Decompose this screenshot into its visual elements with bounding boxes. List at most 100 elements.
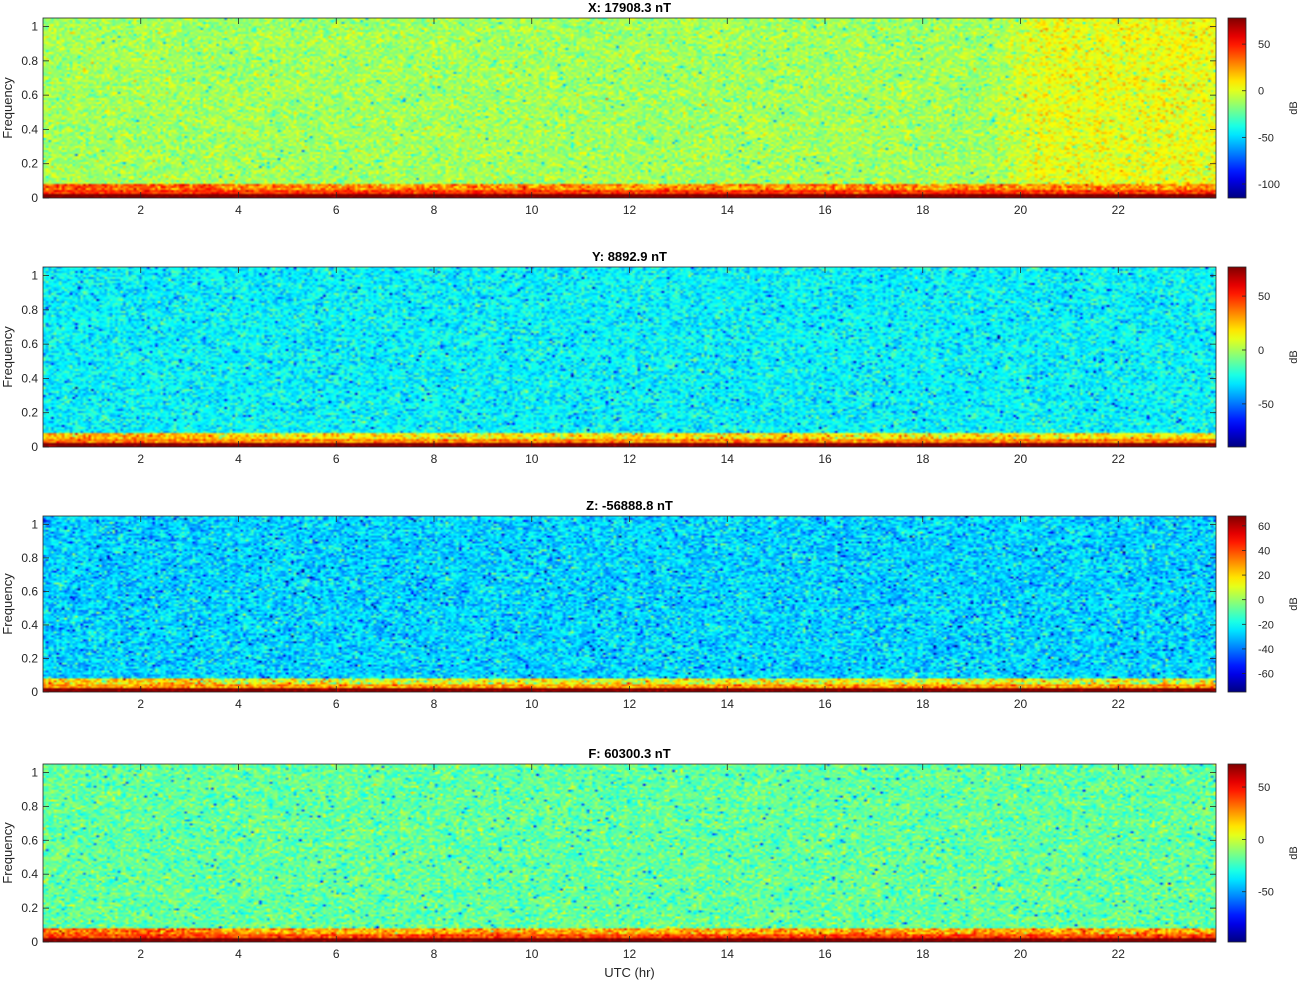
colorbar-tick-label: 50	[1258, 39, 1270, 51]
x-tick-label: 14	[721, 697, 735, 711]
colorbar-tick-label: 0	[1258, 345, 1264, 357]
x-tick-label: 6	[333, 203, 340, 217]
x-tick-label: 22	[1112, 947, 1126, 961]
x-tick-label: 12	[623, 697, 637, 711]
spectrogram-image	[43, 18, 1216, 198]
y-axis-label: Frequency	[0, 822, 15, 884]
y-tick-label: 0.2	[21, 157, 38, 171]
colorbar-tick-label: -50	[1258, 887, 1274, 899]
y-tick-label: 0.8	[21, 54, 38, 68]
y-axis-label: Frequency	[0, 326, 15, 388]
x-tick-label: 14	[721, 452, 735, 466]
x-tick-label: 6	[333, 452, 340, 466]
spectrogram-image	[43, 764, 1216, 942]
colorbar-gradient	[1227, 515, 1247, 693]
x-tick-label: 10	[525, 697, 539, 711]
subplot-4: 2 4 6 8 10 12 14 16 18 20 22 0 0.2 0.4 0.6 0.8 1 F: 60300…	[0, 746, 1300, 980]
x-tick-label: 12	[623, 203, 637, 217]
colorbar-tick-label: -60	[1258, 669, 1274, 681]
x-tick-label: 10	[525, 947, 539, 961]
subplot-3: 2 4 6 8 10 12 14 16 18 20 22 0 0.2 0.4 0.6 0.8 1 Z: -5688…	[0, 498, 1300, 711]
x-tick-label: 18	[916, 452, 930, 466]
subplot-title: F: 60300.3 nT	[588, 746, 670, 761]
x-tick-label: 14	[721, 947, 735, 961]
x-tick-label: 16	[818, 203, 832, 217]
subplot-2: 2 4 6 8 10 12 14 16 18 20 22 0 0.2 0.4 0.6 0.8 1 Y: 8892.…	[0, 249, 1300, 466]
y-tick-label: 0	[31, 191, 38, 205]
y-tick-label: 0	[31, 440, 38, 454]
spectrogram-image	[43, 267, 1216, 447]
colorbar-tick-label: -50	[1258, 132, 1274, 144]
x-tick-label: 22	[1112, 697, 1126, 711]
x-tick-label: 4	[235, 697, 242, 711]
y-tick-label: 0.8	[21, 303, 38, 317]
y-tick-label: 0.4	[21, 867, 38, 881]
y-tick-label: 0.4	[21, 122, 38, 136]
y-tick-label: 0.8	[21, 799, 38, 813]
x-tick-label: 22	[1112, 203, 1126, 217]
colorbar-tick-label: -50	[1258, 399, 1274, 411]
colorbar: -50 0 50 dB	[1227, 763, 1300, 943]
x-tick-label: 2	[137, 947, 144, 961]
x-tick-label: 6	[333, 697, 340, 711]
y-tick-label: 0.8	[21, 551, 38, 565]
x-tick-label: 10	[525, 452, 539, 466]
subplot-title: Z: -56888.8 nT	[586, 498, 673, 513]
y-axis-label: Frequency	[0, 573, 15, 635]
colorbar-tick-label: -20	[1258, 619, 1274, 631]
x-tick-label: 16	[818, 452, 832, 466]
colorbar-gradient	[1227, 17, 1247, 199]
colorbar-tick-label: -100	[1258, 179, 1280, 191]
colorbar-tick-label: -40	[1258, 644, 1274, 656]
x-tick-label: 20	[1014, 947, 1028, 961]
x-tick-label: 18	[916, 697, 930, 711]
y-tick-label: 0	[31, 685, 38, 699]
colorbar: -60 -40 -20 0 20 40 60 dB	[1227, 515, 1300, 693]
x-tick-label: 20	[1014, 452, 1028, 466]
y-tick-label: 0.6	[21, 88, 38, 102]
colorbar-label: dB	[1288, 846, 1300, 859]
colorbar-tick-label: 0	[1258, 595, 1264, 607]
colorbar-tick-label: 40	[1258, 545, 1270, 557]
x-tick-label: 2	[137, 203, 144, 217]
x-tick-label: 16	[818, 947, 832, 961]
colorbar-tick-label: 50	[1258, 291, 1270, 303]
y-tick-label: 0.2	[21, 901, 38, 915]
y-tick-label: 1	[31, 765, 38, 779]
y-tick-label: 0.6	[21, 337, 38, 351]
x-tick-label: 4	[235, 452, 242, 466]
subplot-1: 2 4 6 8 10 12 14 16 18 20 22 0 0.2 0.4 0.6 0.8 1 X: 17908…	[0, 0, 1300, 217]
subplot-title: X: 17908.3 nT	[588, 0, 671, 15]
y-tick-label: 0.6	[21, 833, 38, 847]
x-tick-label: 2	[137, 452, 144, 466]
y-tick-label: 0.4	[21, 371, 38, 385]
y-tick-label: 0	[31, 935, 38, 949]
x-tick-label: 12	[623, 947, 637, 961]
x-tick-label: 20	[1014, 697, 1028, 711]
x-tick-label: 18	[916, 203, 930, 217]
subplot-title: Y: 8892.9 nT	[592, 249, 667, 264]
x-tick-label: 8	[431, 203, 438, 217]
colorbar-label: dB	[1288, 597, 1300, 610]
colorbar-tick-label: 60	[1258, 521, 1270, 533]
x-tick-label: 2	[137, 697, 144, 711]
x-tick-label: 10	[525, 203, 539, 217]
y-axis-label: Frequency	[0, 77, 15, 139]
y-tick-label: 1	[31, 20, 38, 34]
colorbar-tick-label: 0	[1258, 834, 1264, 846]
y-tick-label: 1	[31, 269, 38, 283]
x-tick-label: 8	[431, 452, 438, 466]
x-axis-label: UTC (hr)	[604, 965, 655, 980]
x-tick-label: 12	[623, 452, 637, 466]
x-tick-label: 20	[1014, 203, 1028, 217]
y-tick-label: 0.4	[21, 618, 38, 632]
y-tick-label: 1	[31, 517, 38, 531]
colorbar-tick-label: 50	[1258, 782, 1270, 794]
x-tick-label: 4	[235, 947, 242, 961]
y-tick-label: 0.2	[21, 406, 38, 420]
x-tick-label: 4	[235, 203, 242, 217]
colorbar-tick-label: 0	[1258, 86, 1264, 98]
x-tick-label: 8	[431, 697, 438, 711]
x-tick-label: 22	[1112, 452, 1126, 466]
